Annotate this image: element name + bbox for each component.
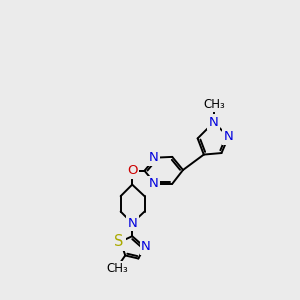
Text: O: O: [127, 164, 137, 177]
Text: N: N: [149, 151, 159, 164]
Text: N: N: [209, 116, 219, 129]
Text: N: N: [149, 177, 159, 190]
Text: N: N: [127, 217, 137, 230]
Text: N: N: [224, 130, 233, 143]
Text: CH₃: CH₃: [106, 262, 128, 275]
Text: N: N: [141, 241, 151, 254]
Text: S: S: [114, 234, 124, 249]
Text: CH₃: CH₃: [203, 98, 225, 111]
